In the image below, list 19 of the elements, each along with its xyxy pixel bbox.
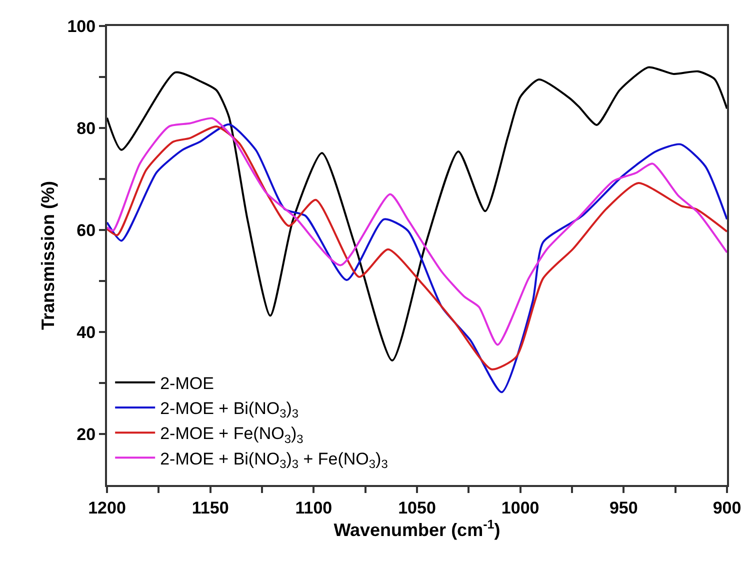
legend-label: 2-MOE + Fe(NO$_{3}$)$_{3}$ [160,424,304,446]
x-axis-title: Wavenumber (cm$^{-1}$) [334,517,500,540]
line-series [107,66,727,362]
x-tick-label: 900 [712,498,742,518]
x-tick-label: 950 [609,498,638,518]
y-tick-label: 40 [76,322,96,342]
y-tick-label: 60 [76,220,96,240]
legend-label: 2-MOE + Bi(NO$_{3}$)$_{3}$ [160,399,299,421]
y-tick-label: 80 [76,118,96,138]
x-tick-label: 1000 [501,498,540,518]
y-axis-title: Transmission (%) [38,180,58,330]
legend-label: 2-MOE + Bi(NO$_{3}$)$_{3}$ + Fe(NO$_{3}$)$_{3}$ [160,449,388,471]
y-tick-label: 100 [67,16,96,36]
x-tick-label: 1050 [398,498,436,518]
x-tick-label: 1100 [295,498,332,518]
y-tick-label: 20 [76,424,96,444]
x-tick-label: 1200 [88,498,126,518]
legend-label: 2-MOE [160,374,214,393]
x-tick-label: 1150 [192,498,229,518]
